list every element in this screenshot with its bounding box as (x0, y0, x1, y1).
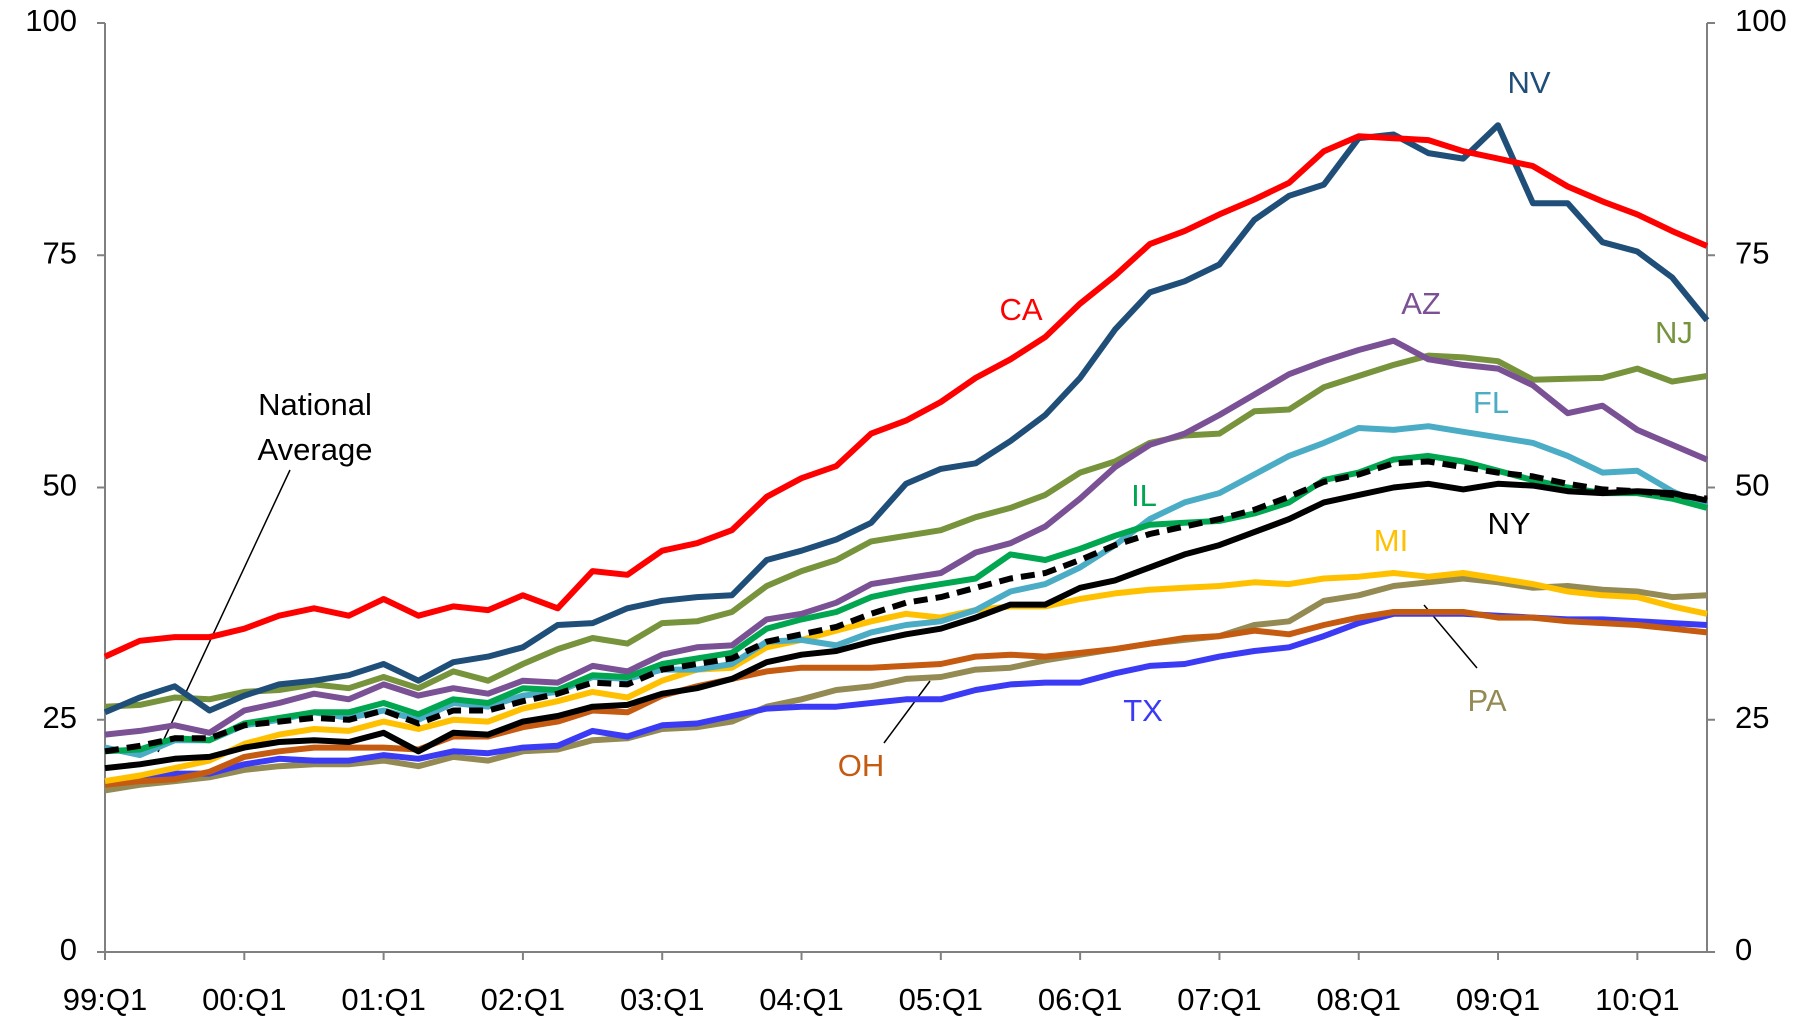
series-line (104, 452, 1708, 755)
series-line (104, 575, 1708, 794)
series-label: FL (1473, 385, 1509, 420)
series-label: IL (1131, 478, 1157, 513)
series-line (104, 458, 1708, 755)
series-line (104, 609, 1708, 788)
series-line (104, 337, 1709, 738)
series-label: NJ (1655, 315, 1693, 350)
x-tick-label: 00:Q1 (202, 982, 286, 1017)
series-label: TX (1123, 693, 1163, 728)
series-label: CA (999, 292, 1042, 327)
y-tick-label: 0 (60, 932, 77, 967)
y-tick-label: 25 (43, 700, 77, 735)
series-line (104, 570, 1708, 785)
y-tick-label: 100 (25, 3, 77, 38)
series-label: PA (1467, 683, 1506, 718)
x-tick-label: 02:Q1 (481, 982, 565, 1017)
leader-line (883, 680, 931, 744)
series-label: AZ (1401, 286, 1441, 321)
x-tick-label: 01:Q1 (341, 982, 425, 1017)
y2-tick-label: 0 (1735, 932, 1752, 967)
leader-line (157, 469, 291, 753)
x-tick-label: 05:Q1 (899, 982, 983, 1017)
series-line (103, 122, 1710, 716)
x-tick-label: 08:Q1 (1317, 982, 1401, 1017)
x-tick-label: 03:Q1 (620, 982, 704, 1017)
x-tick-label: 09:Q1 (1456, 982, 1540, 1017)
x-tick-label: 07:Q1 (1177, 982, 1261, 1017)
y2-tick-label: 50 (1735, 468, 1769, 503)
x-tick-label: 10:Q1 (1595, 982, 1679, 1017)
y2-tick-label: 100 (1735, 3, 1787, 38)
x-tick-label: 06:Q1 (1038, 982, 1122, 1017)
series-label: NV (1507, 65, 1550, 100)
y2-tick-label: 75 (1735, 235, 1769, 270)
series-label: NY (1487, 506, 1530, 541)
series-label: National Average (257, 387, 373, 467)
series-line (103, 133, 1709, 660)
series-label: OH (838, 748, 885, 783)
x-tick-label: 99:Q1 (63, 982, 147, 1017)
y-tick-label: 50 (43, 468, 77, 503)
y-tick-label: 75 (43, 235, 77, 270)
y2-tick-label: 25 (1735, 700, 1769, 735)
x-tick-label: 04:Q1 (759, 982, 843, 1017)
series-line (104, 352, 1708, 710)
series-label: MI (1374, 523, 1408, 558)
series-line (104, 480, 1708, 772)
